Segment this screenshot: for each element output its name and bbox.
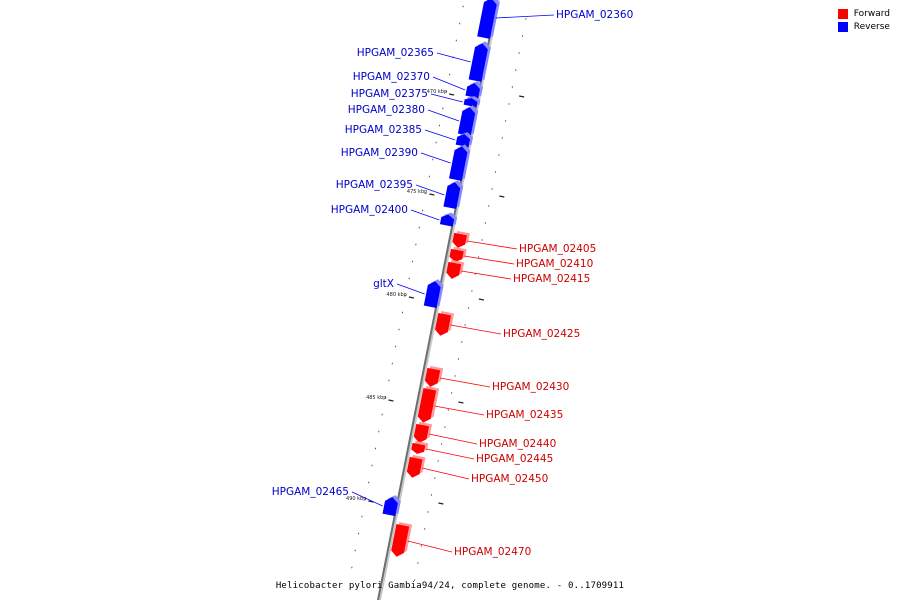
label-leader-line: [436, 52, 471, 63]
major-tick: [458, 401, 464, 404]
gene-label[interactable]: HPGAM_02415: [513, 273, 590, 285]
gene-feature-hpgam-02370[interactable]: [465, 83, 480, 99]
major-tick: [388, 399, 394, 402]
gene-label[interactable]: HPGAM_02365: [357, 47, 434, 59]
legend-item-reverse: Reverse: [837, 22, 890, 32]
label-leader-line: [434, 405, 485, 416]
scale-tick-label: 490 kbp: [346, 496, 366, 502]
gene-label[interactable]: HPGAM_02375: [351, 88, 428, 100]
label-leader-line: [424, 129, 456, 141]
label-leader-line: [467, 240, 518, 250]
label-leader-line: [407, 540, 453, 553]
label-leader-line: [422, 467, 470, 480]
gene-label[interactable]: HPGAM_02435: [486, 409, 563, 421]
label-leader-line: [410, 209, 440, 221]
legend-label-reverse: Reverse: [853, 22, 890, 32]
legend-label-forward: Forward: [853, 9, 890, 19]
gene-feature-hpgam-02385[interactable]: [455, 134, 470, 148]
forward-swatch: [837, 9, 848, 19]
gene-label[interactable]: HPGAM_02450: [471, 473, 548, 485]
legend-item-forward: Forward: [837, 9, 890, 19]
label-leader-line: [415, 184, 445, 196]
gene-feature-hpgam-02445[interactable]: [411, 442, 426, 454]
gene-label[interactable]: HPGAM_02390: [341, 147, 418, 159]
major-tick: [449, 93, 455, 96]
gene-feature-hpgam-02390[interactable]: [448, 146, 468, 181]
gene-label[interactable]: gltX: [373, 278, 394, 290]
scale-tick-label: 475 kbp: [407, 189, 427, 195]
gene-label[interactable]: HPGAM_02395: [336, 179, 413, 191]
major-tick: [408, 296, 415, 299]
gene-label[interactable]: HPGAM_02425: [503, 328, 580, 340]
gene-feature-hpgam-02450[interactable]: [406, 456, 423, 478]
gene-label[interactable]: HPGAM_02360: [556, 9, 633, 21]
gene-feature-hpgam-02395[interactable]: [443, 182, 461, 210]
gene-label[interactable]: HPGAM_02380: [348, 104, 425, 116]
major-tick: [438, 502, 444, 505]
gene-feature-hpgam-02365[interactable]: [468, 43, 488, 82]
gene-label[interactable]: HPGAM_02445: [476, 453, 553, 465]
genome-caption: Helicobacter pylori Gambia94/24, complet…: [275, 581, 625, 591]
gene-label[interactable]: HPGAM_02385: [345, 124, 422, 136]
gene-feature-hpgam-02415[interactable]: [446, 261, 462, 279]
reverse-swatch: [837, 22, 848, 32]
label-leader-line: [420, 152, 451, 164]
gene-label[interactable]: HPGAM_02405: [519, 243, 596, 255]
gene-label[interactable]: HPGAM_02410: [516, 258, 593, 270]
gene-feature-hpgam-02435[interactable]: [417, 388, 437, 423]
scale-tick-label: 485 kbp: [366, 395, 386, 401]
gene-label[interactable]: HPGAM_02430: [492, 381, 569, 393]
gene-feature-hpgam-02360[interactable]: [477, 0, 497, 39]
gene-feature-hpgam-02410[interactable]: [449, 248, 464, 262]
gene-feature-hpgam-02375[interactable]: [463, 98, 478, 108]
label-leader-line: [430, 93, 463, 103]
gene-feature-hpgam-02380[interactable]: [457, 107, 476, 136]
gene-feature-hpgam-02400[interactable]: [439, 214, 455, 227]
gene-feature-hpgam-02440[interactable]: [413, 423, 430, 443]
label-leader-line: [396, 283, 425, 295]
major-tick: [478, 298, 485, 301]
label-leader-line: [351, 491, 383, 507]
gene-label[interactable]: HPGAM_02470: [454, 546, 531, 558]
label-leader-line: [461, 270, 512, 280]
label-leader-line: [425, 448, 475, 460]
gene-feature-gltx[interactable]: [423, 281, 441, 309]
label-leader-line: [439, 377, 491, 388]
gene-label[interactable]: HPGAM_02465: [272, 486, 349, 498]
label-leader-line: [432, 76, 466, 91]
legend: Forward Reverse: [837, 9, 890, 35]
gene-feature-hpgam-02425[interactable]: [434, 312, 452, 336]
gene-feature-hpgam-02465[interactable]: [382, 497, 398, 517]
label-leader-line: [450, 324, 502, 335]
label-leader-line: [427, 109, 460, 122]
major-tick: [519, 95, 525, 98]
label-leader-line: [464, 255, 515, 265]
scale-tick-label: 480 kbp: [386, 292, 406, 298]
gene-label[interactable]: HPGAM_02400: [331, 204, 408, 216]
label-leader-line: [495, 14, 555, 19]
major-tick: [429, 193, 435, 196]
gene-feature-hpgam-02405[interactable]: [452, 232, 467, 248]
gene-label[interactable]: HPGAM_02370: [353, 71, 430, 83]
label-leader-line: [428, 433, 478, 445]
gene-feature-hpgam-02470[interactable]: [391, 524, 410, 557]
scale-tick-label: 470 kbp: [427, 89, 447, 95]
gene-label[interactable]: HPGAM_02440: [479, 438, 556, 450]
major-tick: [499, 195, 505, 198]
gene-feature-hpgam-02430[interactable]: [424, 367, 441, 387]
